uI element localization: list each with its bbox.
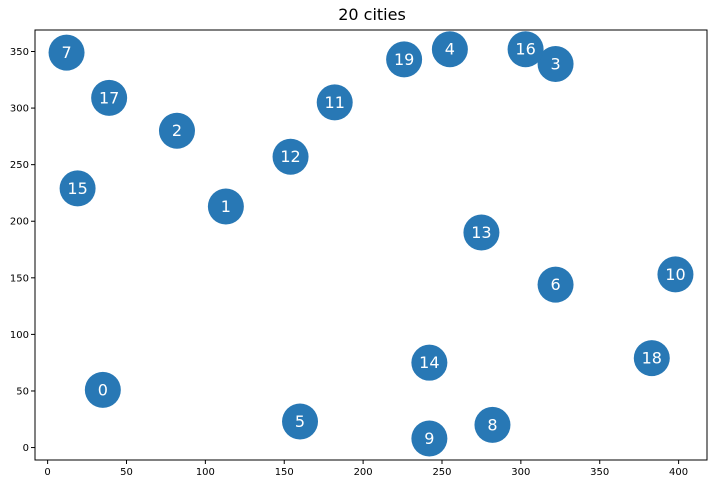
- city-label: 7: [61, 43, 71, 62]
- x-tick-label: 250: [432, 467, 451, 478]
- x-tick-label: 350: [590, 467, 609, 478]
- city-point: 16: [507, 31, 544, 68]
- x-tick-label: 100: [196, 467, 215, 478]
- city-label: 13: [471, 223, 491, 242]
- city-point: 5: [282, 403, 319, 440]
- city-marker: [84, 371, 121, 408]
- city-marker: [158, 112, 195, 149]
- y-tick-label: 50: [16, 386, 29, 397]
- city-point: 1: [207, 188, 244, 225]
- city-point: 6: [537, 266, 574, 303]
- plot-area-frame: [34, 29, 708, 461]
- city-marker: [48, 34, 85, 71]
- y-tick-label: 100: [10, 330, 29, 341]
- city-point: 8: [474, 406, 511, 443]
- city-label: 9: [424, 429, 434, 448]
- city-label: 19: [394, 50, 414, 69]
- city-point: 13: [463, 214, 500, 251]
- city-point: 2: [158, 112, 195, 149]
- city-point: 10: [657, 256, 694, 293]
- city-marker: [411, 420, 448, 457]
- city-label: 2: [172, 121, 182, 140]
- city-point: 0: [84, 371, 121, 408]
- city-marker: [282, 403, 319, 440]
- city-marker: [316, 84, 353, 121]
- city-marker: [91, 79, 128, 116]
- city-marker: [537, 266, 574, 303]
- city-marker: [386, 41, 423, 78]
- y-tick-label: 0: [23, 443, 29, 454]
- city-label: 10: [665, 265, 685, 284]
- city-point: 14: [411, 344, 448, 381]
- x-tick-label: 50: [120, 467, 133, 478]
- city-point: 7: [48, 34, 85, 71]
- city-point: 19: [386, 41, 423, 78]
- city-label: 3: [550, 54, 560, 73]
- city-label: 17: [99, 88, 119, 107]
- y-tick-label: 250: [10, 160, 29, 171]
- city-label: 6: [550, 275, 560, 294]
- city-label: 14: [419, 353, 439, 372]
- city-label: 11: [325, 93, 345, 112]
- x-tick-label: 200: [354, 467, 373, 478]
- city-label: 0: [98, 380, 108, 399]
- city-marker: [431, 31, 468, 68]
- city-label: 8: [487, 415, 497, 434]
- city-marker: [59, 170, 96, 207]
- x-tick-label: 150: [275, 467, 294, 478]
- city-marker: [207, 188, 244, 225]
- city-marker: [537, 45, 574, 82]
- city-marker: [633, 340, 670, 377]
- x-tick-label: 0: [44, 467, 50, 478]
- city-label: 4: [445, 40, 455, 59]
- x-tick-label: 400: [669, 467, 688, 478]
- chart-title: 20 cities: [338, 5, 406, 24]
- city-point: 18: [633, 340, 670, 377]
- x-tick-label: 300: [511, 467, 530, 478]
- city-label: 16: [515, 40, 535, 59]
- city-label: 18: [642, 349, 662, 368]
- y-tick-label: 350: [10, 47, 29, 58]
- city-marker: [657, 256, 694, 293]
- city-marker: [463, 214, 500, 251]
- city-point: 11: [316, 84, 353, 121]
- x-axis: 0 50 100 150 200 250 300 350 400: [44, 460, 688, 478]
- y-tick-label: 300: [10, 104, 29, 115]
- city-point: 4: [431, 31, 468, 68]
- y-axis: 0 50 100 150 200 250 300 350: [10, 47, 35, 454]
- city-point: 17: [91, 79, 128, 116]
- city-label: 1: [221, 197, 231, 216]
- city-point: 3: [537, 45, 574, 82]
- city-label: 15: [67, 179, 87, 198]
- city-marker: [474, 406, 511, 443]
- city-marker: [507, 31, 544, 68]
- city-point: 15: [59, 170, 96, 207]
- city-point: 12: [272, 138, 309, 175]
- city-marker: [272, 138, 309, 175]
- y-tick-label: 150: [10, 273, 29, 284]
- city-point: 9: [411, 420, 448, 457]
- city-label: 12: [280, 147, 300, 166]
- city-label: 5: [295, 412, 305, 431]
- city-marker: [411, 344, 448, 381]
- y-tick-label: 200: [10, 217, 29, 228]
